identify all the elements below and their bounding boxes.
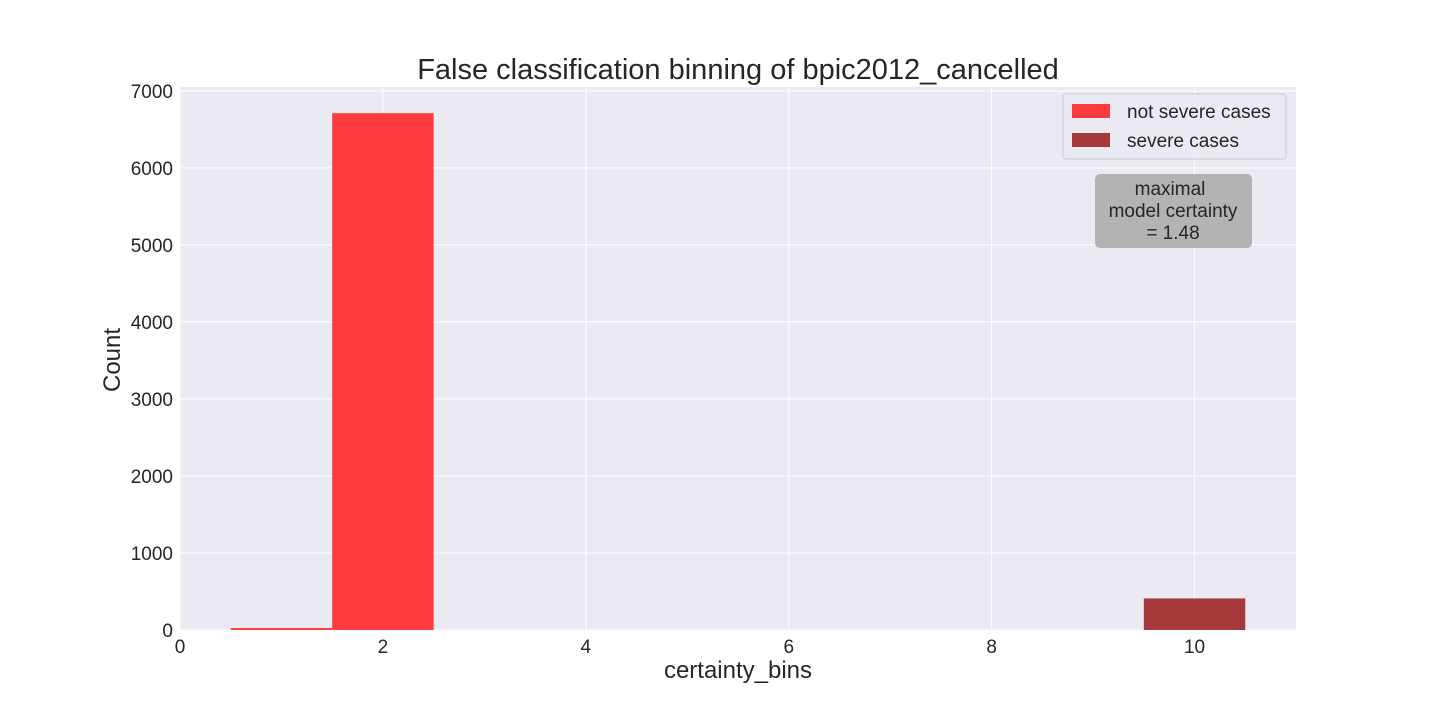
- tick-labels: 0 2 4 6 8 10 0 1000 2000 3000 4000 5000 6000 7000: [131, 82, 1205, 658]
- bar-series-1-x10: [1143, 598, 1246, 630]
- x-tick-label: 8: [986, 637, 997, 658]
- y-axis-label: Count: [99, 328, 126, 392]
- y-tick-label: 5000: [131, 236, 173, 257]
- x-tick-label: 6: [783, 637, 794, 658]
- legend-label-not-severe: not severe cases: [1127, 102, 1271, 123]
- bar-series-0-x1: [230, 628, 333, 630]
- annotation-line-3: = 1.48: [1146, 223, 1199, 244]
- bars: [230, 113, 1246, 630]
- x-tick-label: 4: [581, 637, 592, 658]
- y-tick-label: 1000: [131, 544, 173, 565]
- chart-title: False classification binning of bpic2012…: [417, 54, 1059, 86]
- x-tick-label: 0: [175, 637, 186, 658]
- legend: not severe cases severe cases: [1062, 93, 1287, 160]
- bar-series-0-x2: [332, 113, 434, 630]
- legend-frame: [1062, 93, 1287, 160]
- annotation-line-1: maximal: [1135, 179, 1206, 200]
- legend-swatch-not-severe: [1072, 104, 1110, 118]
- y-tick-label: 3000: [131, 390, 173, 411]
- x-tick-label: 2: [378, 637, 389, 658]
- y-tick-label: 4000: [131, 313, 173, 334]
- certainty-annotation: maximal model certainty = 1.48: [1095, 174, 1252, 248]
- y-tick-label: 2000: [131, 467, 173, 488]
- x-tick-label: 10: [1184, 637, 1205, 658]
- annotation-box: [1095, 174, 1252, 248]
- y-tick-label: 6000: [131, 159, 173, 180]
- x-axis-label: certainty_bins: [664, 657, 812, 684]
- legend-swatch-severe: [1072, 133, 1110, 147]
- legend-label-severe: severe cases: [1127, 131, 1239, 152]
- annotation-line-2: model certainty: [1109, 201, 1238, 222]
- y-tick-label: 0: [162, 621, 173, 642]
- y-tick-label: 7000: [131, 82, 173, 103]
